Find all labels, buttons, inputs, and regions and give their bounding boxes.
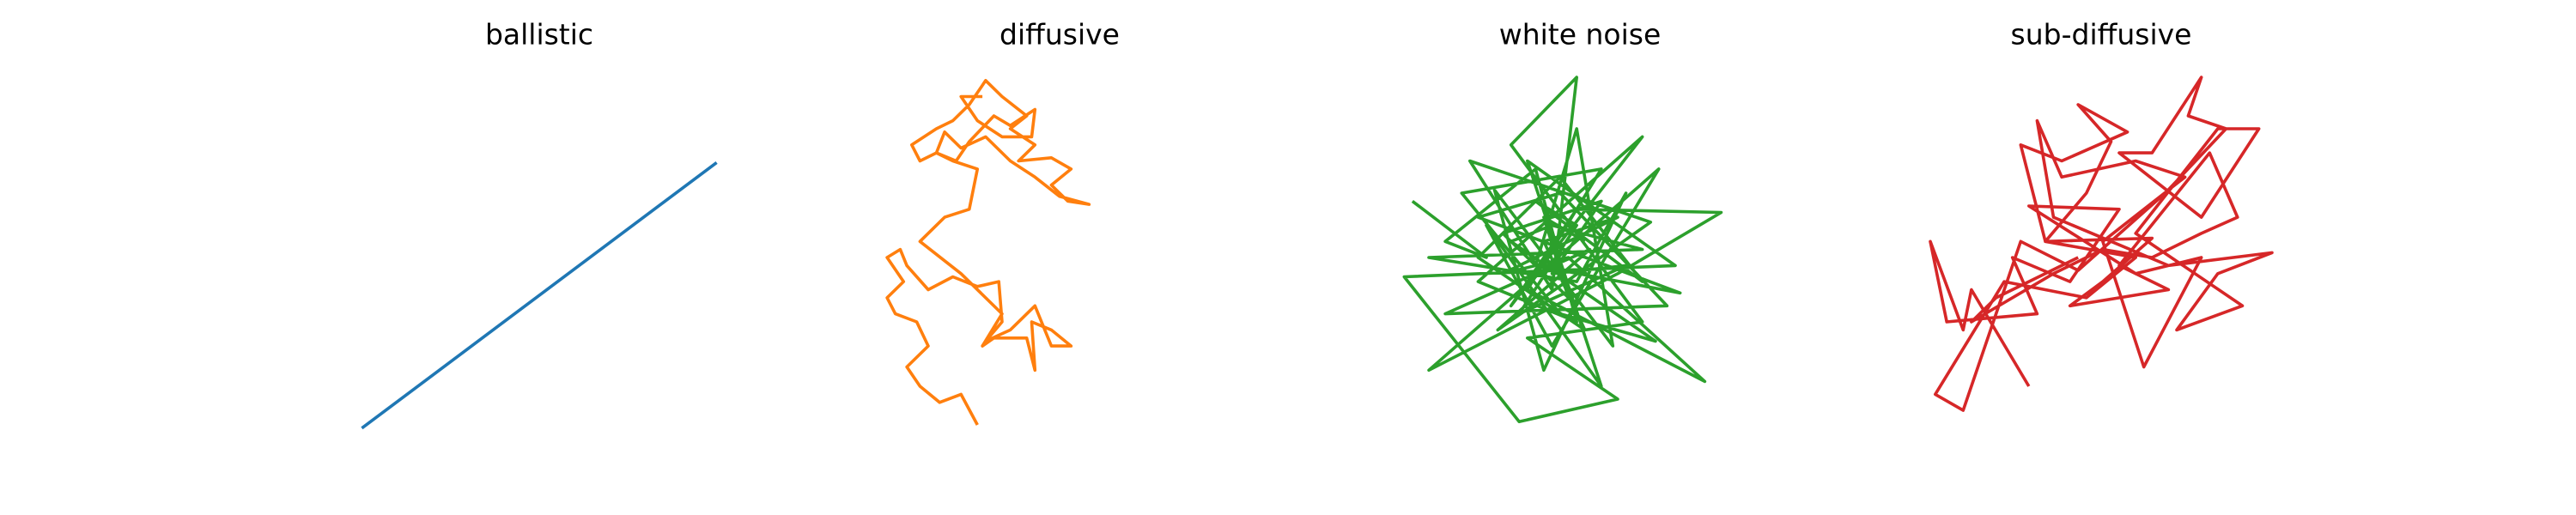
chart-title: sub-diffusive [2011, 18, 2192, 52]
line [1402, 76, 1723, 424]
chart-title: white noise [1499, 18, 1662, 52]
line [361, 161, 718, 430]
line [885, 79, 1091, 426]
chart-title: ballistic [485, 18, 593, 52]
line [1929, 76, 2274, 412]
chart-title: diffusive [999, 18, 1120, 52]
